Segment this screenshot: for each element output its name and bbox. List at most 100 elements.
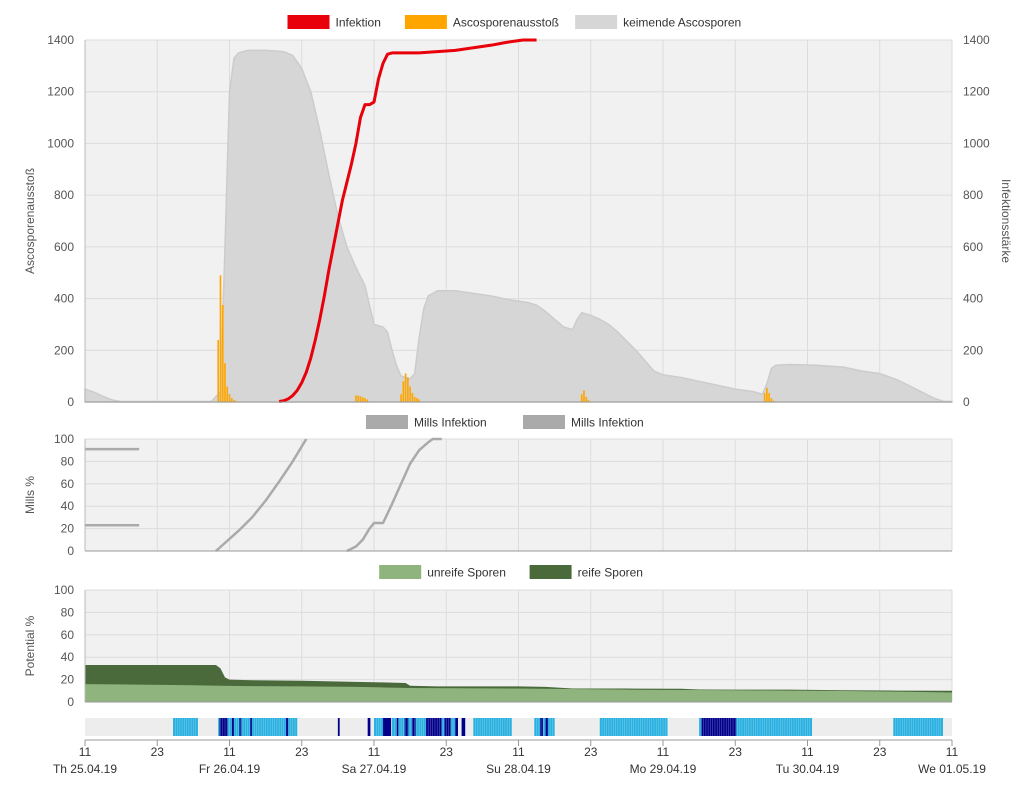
ascospore-release-bar bbox=[226, 386, 229, 402]
x-tick-time-label: 23 bbox=[729, 745, 743, 759]
ascospores-ytick-label: 600 bbox=[54, 240, 74, 254]
wetness-intense-segment bbox=[285, 718, 289, 736]
ascospore-release-bar bbox=[219, 275, 222, 402]
ascospores-ytick-label: 400 bbox=[54, 292, 74, 306]
potential-ytick-label: 20 bbox=[61, 673, 75, 687]
wetness-intense-segment bbox=[404, 718, 409, 736]
legends-layer: Infektion Ascosporenausstoß keimende Ascos… bbox=[287, 15, 741, 580]
ascospore-release-bar bbox=[583, 390, 585, 402]
ascospores-legend-swatch bbox=[575, 15, 618, 29]
mills-ytick-label: 40 bbox=[61, 499, 75, 513]
mills-y-axis-title: Mills % bbox=[23, 476, 37, 514]
mills-legend-swatch bbox=[523, 415, 565, 429]
ascospore-release-bar bbox=[407, 377, 409, 402]
ascospores-y2tick-label: 400 bbox=[963, 292, 983, 306]
wetness-intense-segment bbox=[219, 718, 228, 736]
wetness-intense-segment bbox=[396, 718, 399, 736]
ascospore-release-bar bbox=[359, 396, 362, 402]
ascospores-y2tick-label: 1400 bbox=[963, 33, 990, 47]
ascospore-release-bar bbox=[409, 386, 411, 402]
ascospore-release-bar bbox=[763, 392, 766, 402]
mills-legend-swatch bbox=[366, 415, 408, 429]
mills-ytick-label: 60 bbox=[61, 477, 75, 491]
x-tick-date-label: Su 28.04.19 bbox=[486, 762, 551, 776]
ascospore-release-bar bbox=[228, 394, 231, 402]
ascospore-release-bar bbox=[355, 395, 357, 402]
wetness-strip bbox=[85, 718, 952, 736]
wetness-intense-segment bbox=[545, 718, 548, 736]
x-tick-time-label: 11 bbox=[657, 745, 670, 759]
wetness-intense-segment bbox=[337, 718, 340, 736]
ascospore-release-bar bbox=[411, 392, 414, 402]
ascospores-legend-swatch bbox=[404, 15, 447, 29]
wetness-intense-segment bbox=[367, 718, 371, 736]
mills-infection-line bbox=[215, 438, 308, 552]
wetness-strip-background bbox=[85, 718, 952, 736]
wetness-intense-segment bbox=[461, 718, 466, 736]
wetness-segment bbox=[534, 718, 546, 736]
ascospores-ytick-label: 1400 bbox=[47, 33, 74, 47]
ascospores-y2tick-label: 0 bbox=[963, 395, 970, 409]
wetness-intense-segment bbox=[455, 718, 458, 736]
wetness-intense-segment bbox=[444, 718, 451, 736]
potential-y-axis-title: Potential % bbox=[23, 615, 37, 676]
wetness-segment bbox=[599, 718, 668, 736]
x-tick-time-label: 11 bbox=[512, 745, 525, 759]
mills-ytick-label: 80 bbox=[61, 454, 75, 468]
ascospores-ytick-label: 1200 bbox=[47, 85, 74, 99]
x-tick-date-label: Mo 29.04.19 bbox=[630, 762, 697, 776]
potential-legend-label: reife Sporen bbox=[578, 566, 643, 580]
ascospore-release-bar bbox=[580, 394, 583, 402]
x-tick-time-label: 11 bbox=[79, 745, 92, 759]
immature-spores-area bbox=[85, 684, 952, 702]
ascospores-ytick-label: 200 bbox=[54, 343, 74, 357]
ascospores-legend-swatch bbox=[287, 15, 330, 29]
ascospore-release-bar bbox=[364, 398, 366, 402]
ascospores-y2tick-label: 1000 bbox=[963, 136, 990, 150]
x-tick-time-label: 23 bbox=[584, 745, 598, 759]
x-tick-time-label: 23 bbox=[440, 745, 454, 759]
wetness-intense-segment bbox=[250, 718, 253, 736]
x-tick-time-label: 23 bbox=[295, 745, 309, 759]
ascospore-release-bar bbox=[233, 399, 235, 402]
ascospore-release-bar bbox=[221, 305, 224, 402]
ascospore-release-bar bbox=[224, 363, 226, 402]
potential-ytick-label: 40 bbox=[61, 650, 75, 664]
mills-infection-line bbox=[346, 437, 442, 553]
ascospores-y2tick-label: 800 bbox=[963, 188, 983, 202]
ascospore-release-bar bbox=[361, 397, 364, 402]
series-layer bbox=[84, 38, 953, 702]
wetness-intense-segment bbox=[701, 718, 737, 736]
wetness-segment bbox=[547, 718, 555, 736]
ascospore-release-bar bbox=[768, 392, 770, 402]
infection-line bbox=[278, 38, 537, 403]
potential-legend-swatch bbox=[379, 565, 422, 579]
ascospore-release-bar bbox=[766, 387, 768, 402]
ascospore-release-bar bbox=[400, 394, 402, 402]
wetness-intense-segment bbox=[231, 718, 235, 736]
x-tick-date-label: Tu 30.04.19 bbox=[776, 762, 840, 776]
mills-legend-label: Mills Infektion bbox=[571, 416, 644, 430]
potential-legend-swatch bbox=[529, 565, 572, 579]
x-tick-date-label: Fr 26.04.19 bbox=[199, 762, 261, 776]
wetness-intense-segment bbox=[425, 718, 442, 736]
x-tick-time-label: 11 bbox=[946, 745, 959, 759]
germinating-ascospores-area bbox=[84, 49, 953, 403]
ascospores-ytick-label: 1000 bbox=[47, 136, 74, 150]
potential-ytick-label: 60 bbox=[61, 628, 75, 642]
ascospore-release-bar bbox=[416, 398, 418, 402]
potential-ytick-label: 100 bbox=[54, 583, 74, 597]
wetness-segment bbox=[173, 718, 198, 736]
ascospore-release-bar bbox=[357, 395, 360, 402]
ascospores-ytick-label: 800 bbox=[54, 188, 74, 202]
wetness-intense-segment bbox=[239, 718, 242, 736]
ascospore-release-bar bbox=[402, 381, 405, 402]
x-tick-time-label: 23 bbox=[873, 745, 887, 759]
ascospores-legend-label: keimende Ascosporen bbox=[623, 16, 741, 30]
ascospores-legend-label: Infektion bbox=[336, 16, 381, 30]
ascospores-y2tick-label: 600 bbox=[963, 240, 983, 254]
ascospore-release-bar bbox=[404, 373, 407, 402]
